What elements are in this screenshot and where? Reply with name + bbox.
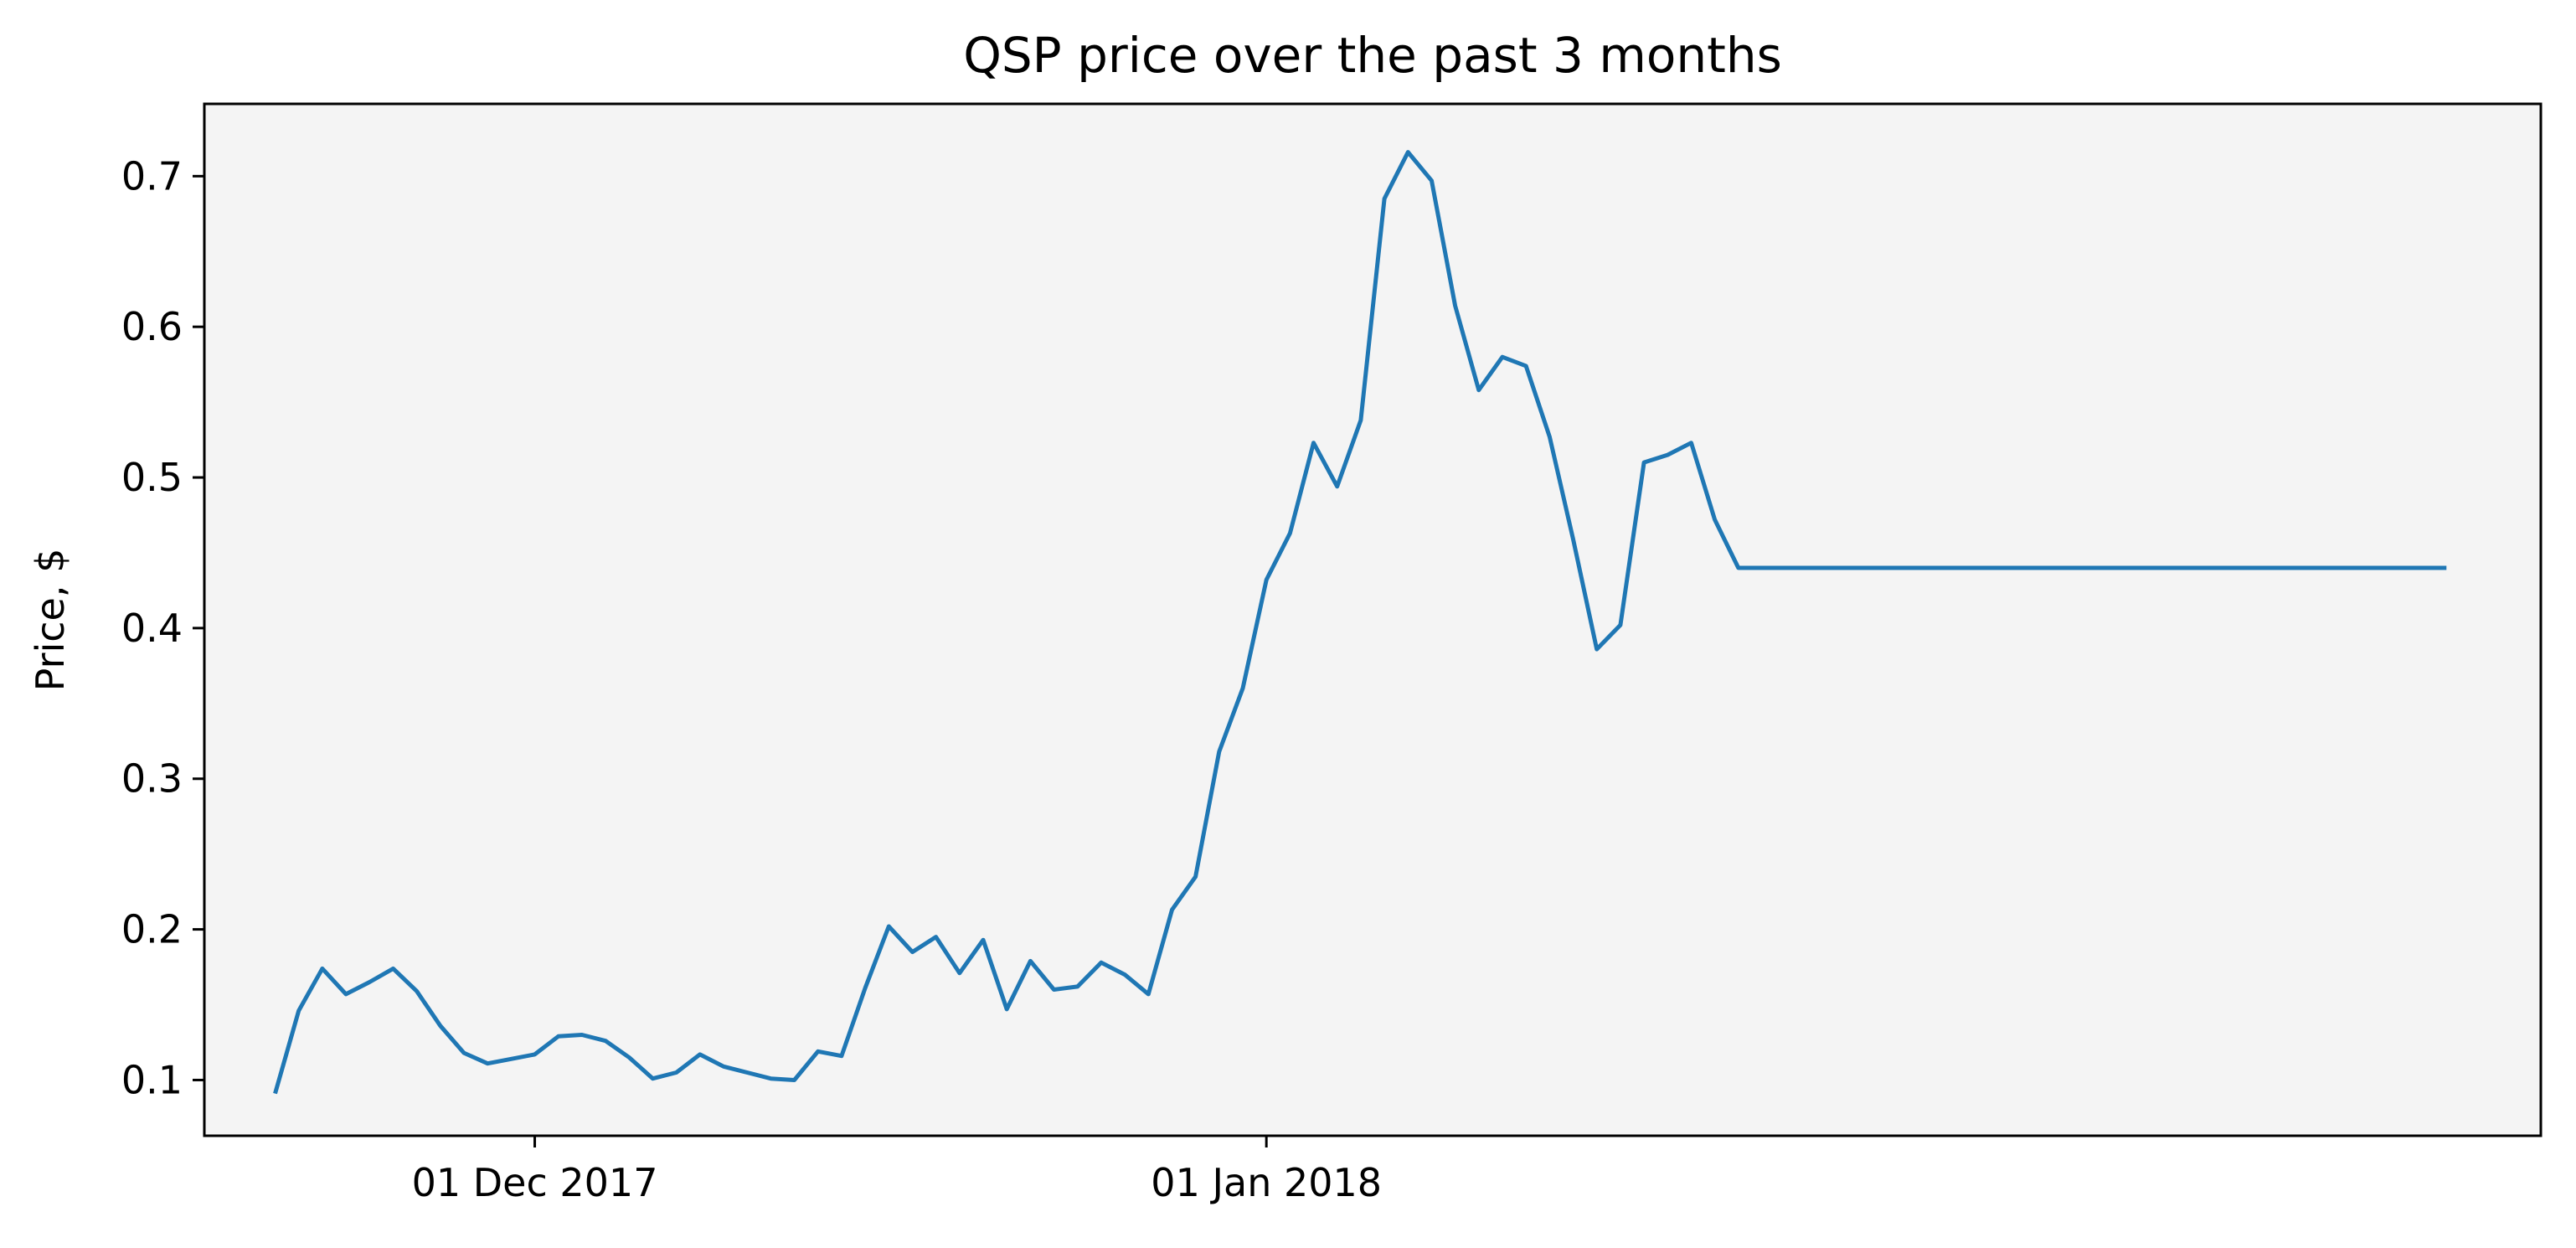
y-tick-label: 0.2 (121, 907, 183, 952)
data-layer (273, 150, 2447, 1095)
y-axis-label: Price, $ (28, 549, 73, 692)
chart-title: QSP price over the past 3 months (963, 27, 1782, 84)
plot-background (204, 104, 2541, 1136)
x-tick-label: 01 Jan 2018 (1151, 1160, 1382, 1205)
y-tick-label: 0.3 (121, 756, 183, 802)
x-tick-label: 01 Dec 2017 (412, 1160, 658, 1205)
x-axis: 01 Dec 2017 01 Jan 2018 (412, 1136, 1382, 1205)
y-tick-label: 0.5 (121, 455, 183, 500)
y-axis: 0.1 0.2 0.3 0.4 0.5 0.6 0.7 (121, 153, 204, 1102)
y-tick-label: 0.6 (121, 304, 183, 349)
y-tick-label: 0.7 (121, 153, 183, 199)
plot-frame (203, 102, 2543, 1137)
y-tick-label: 0.4 (121, 606, 183, 651)
y-tick-label: 0.1 (121, 1057, 183, 1102)
